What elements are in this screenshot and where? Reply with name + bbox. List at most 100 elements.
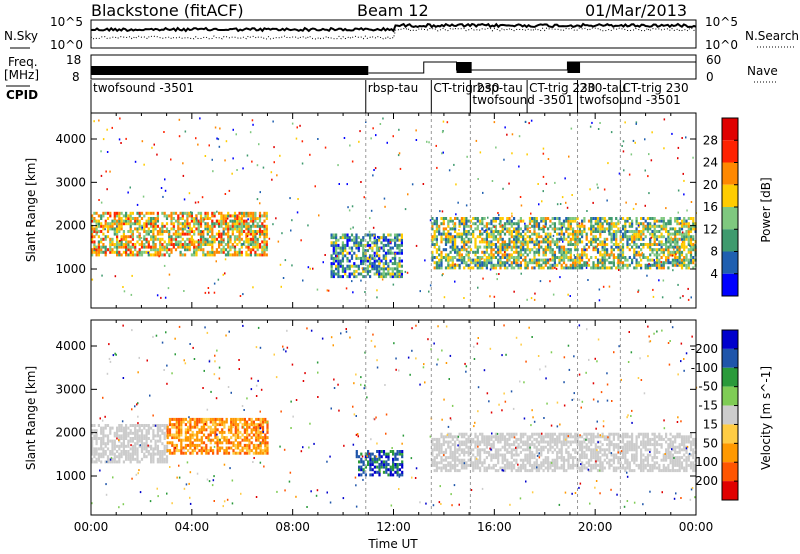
heat-cell [488, 235, 491, 239]
heat-cell [247, 230, 250, 233]
heat-cell [624, 219, 627, 223]
heat-cell [567, 224, 570, 228]
heat-cell [350, 233, 354, 237]
heat-cell [458, 232, 461, 236]
heat-cell [689, 230, 693, 233]
heat-cell [476, 263, 479, 267]
heat-cell [218, 441, 221, 445]
heat-cell [125, 240, 128, 244]
heat-cell [243, 211, 246, 215]
heat-cell [375, 267, 379, 271]
heat-cell [145, 230, 148, 233]
heat-cell [680, 243, 684, 246]
heat-cell [515, 230, 518, 233]
heat-cell [594, 458, 597, 462]
heat-cell [628, 230, 631, 233]
heat-cell [519, 463, 522, 467]
heat-speck [466, 155, 468, 158]
heat-cell [463, 224, 466, 228]
heat-speck [93, 247, 96, 250]
heat-cell [592, 266, 595, 270]
heat-cell [371, 233, 374, 237]
heat-cell [642, 227, 645, 231]
heat-cell [485, 256, 488, 259]
heat-cell [129, 431, 132, 435]
heat-cell [601, 248, 604, 252]
heat-cell [519, 253, 522, 257]
heat-cell [433, 235, 436, 239]
heat-speck [565, 201, 567, 204]
heat-cell [544, 232, 547, 236]
heat-cell [187, 430, 190, 434]
heat-cell [369, 465, 372, 469]
heat-speck [591, 121, 593, 124]
heat-cell [662, 253, 665, 257]
heat-cell [642, 237, 645, 241]
heat-cell [125, 431, 128, 435]
heat-cell [109, 245, 112, 249]
heat-speck [567, 293, 569, 296]
heat-cell [211, 224, 214, 228]
heat-cell [152, 230, 155, 233]
heat-cell [93, 460, 96, 464]
heat-speck [156, 294, 159, 297]
heat-cell [231, 253, 234, 257]
heat-speck [379, 123, 382, 125]
heat-cell [249, 227, 252, 231]
heat-cell [601, 258, 604, 262]
colorbar-swatch [722, 251, 738, 274]
heat-cell [122, 429, 125, 433]
heat-cell [490, 443, 493, 447]
heat-cell [628, 243, 631, 246]
heat-cell [177, 243, 180, 246]
heat-cell [642, 245, 645, 249]
heat-cell [113, 227, 116, 231]
heat-cell [522, 243, 525, 246]
heat-cell [120, 217, 123, 220]
heat-cell [91, 442, 94, 446]
colorbar-swatch [722, 118, 738, 141]
heat-cell [544, 217, 547, 220]
heat-cell [499, 248, 502, 252]
heat-cell [180, 417, 183, 421]
heat-cell [127, 235, 130, 239]
heat-cell [456, 217, 459, 220]
heat-cell [147, 431, 150, 435]
heat-cell [161, 224, 164, 228]
heat-speck [256, 164, 259, 167]
heat-cell [460, 466, 463, 470]
heat-cell [433, 237, 436, 241]
heat-cell [542, 240, 545, 244]
heat-cell [469, 437, 473, 441]
heat-cell [163, 248, 166, 252]
heat-cell [662, 222, 665, 226]
heat-cell [544, 224, 547, 228]
heat-cell [138, 237, 141, 241]
heat-speck [247, 218, 249, 221]
heat-cell [517, 445, 520, 449]
heat-cell [241, 417, 244, 421]
heat-cell [558, 250, 561, 254]
heat-cell [678, 256, 681, 259]
heat-cell [140, 227, 144, 231]
heat-cell [454, 237, 457, 241]
heat-cell [367, 460, 370, 464]
heat-cell [182, 451, 185, 455]
heat-cell [438, 450, 441, 454]
freq-right-tick-top: 60 [706, 53, 721, 67]
heat-speck [587, 279, 589, 281]
heat-speck [347, 206, 349, 209]
heat-cell [330, 254, 333, 258]
heat-cell [635, 250, 638, 254]
heat-cell [537, 224, 541, 228]
heat-cell [535, 243, 538, 246]
heat-cell [628, 222, 631, 226]
heat-cell [371, 246, 374, 250]
heat-speck [524, 121, 527, 123]
heat-cell [206, 243, 209, 246]
heat-cell [211, 250, 214, 254]
heat-speck [498, 222, 501, 225]
colorbar-swatch [722, 229, 738, 252]
heat-cell [212, 430, 215, 434]
